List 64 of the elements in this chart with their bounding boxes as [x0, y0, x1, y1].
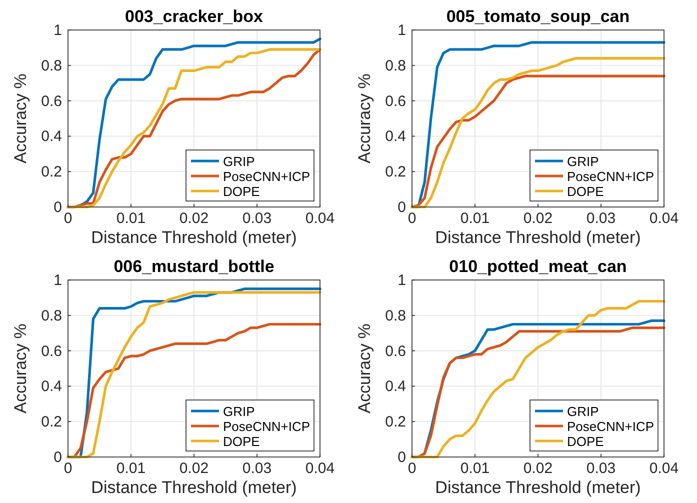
- legend-label: GRIP: [567, 404, 599, 419]
- legend-label: PoseCNN+ICP: [567, 419, 654, 434]
- x-tick-label: 0.04: [305, 210, 335, 227]
- x-tick-label: 0.01: [460, 460, 490, 477]
- y-tick-label: 0: [54, 199, 62, 216]
- y-tick-label: 0.4: [41, 128, 62, 146]
- x-tick-label: 0.02: [523, 460, 553, 477]
- chart-title: 005_tomato_soup_can: [446, 7, 630, 26]
- x-tick-label: 0.04: [649, 210, 679, 227]
- legend-label: PoseCNN+ICP: [223, 419, 310, 434]
- y-tick-label: 1: [54, 22, 62, 39]
- y-tick-label: 0.6: [41, 342, 62, 360]
- x-tick-label: 0.03: [586, 210, 616, 227]
- chart-title: 003_cracker_box: [124, 7, 264, 26]
- y-tick-label: 0: [398, 449, 406, 466]
- y-axis-title: Accuracy %: [11, 324, 30, 414]
- y-tick-label: 0.6: [385, 342, 406, 360]
- y-tick-label: 0.4: [385, 378, 406, 396]
- legend-label: DOPE: [223, 434, 260, 449]
- x-tick-label: 0.04: [649, 460, 679, 477]
- x-tick-label: 0.01: [116, 460, 146, 477]
- y-tick-label: 0.8: [385, 307, 406, 324]
- y-tick-label: 0.4: [385, 128, 406, 146]
- y-tick-label: 1: [398, 272, 406, 289]
- chart-title: 006_mustard_bottle: [114, 257, 274, 276]
- x-tick-label: 0.02: [179, 460, 209, 477]
- y-tick-label: 0.8: [41, 307, 62, 324]
- y-tick-label: 1: [398, 22, 406, 39]
- y-tick-label: 0.2: [385, 164, 406, 181]
- legend-label: GRIP: [223, 404, 255, 419]
- x-tick-label: 0.01: [116, 210, 146, 227]
- y-axis-title: Accuracy %: [355, 324, 374, 414]
- legend-label: DOPE: [223, 184, 260, 199]
- x-tick-label: 0.03: [242, 460, 272, 477]
- x-tick-label: 0.03: [586, 460, 616, 477]
- x-tick-label: 0.01: [460, 210, 490, 227]
- x-axis-title: Distance Threshold (meter): [91, 228, 297, 247]
- y-tick-label: 0.2: [41, 164, 62, 181]
- legend-label: PoseCNN+ICP: [223, 169, 310, 184]
- x-axis-title: Distance Threshold (meter): [435, 478, 641, 497]
- y-tick-label: 0.6: [385, 92, 406, 110]
- legend-label: GRIP: [223, 154, 255, 169]
- y-tick-label: 0.8: [385, 57, 406, 74]
- y-tick-label: 1: [54, 272, 62, 289]
- x-axis-title: Distance Threshold (meter): [91, 478, 297, 497]
- legend-label: PoseCNN+ICP: [567, 169, 654, 184]
- x-axis-title: Distance Threshold (meter): [435, 228, 641, 247]
- x-tick-label: 0.04: [305, 460, 335, 477]
- legend-label: DOPE: [567, 434, 604, 449]
- y-tick-label: 0.2: [41, 414, 62, 431]
- y-axis-title: Accuracy %: [355, 74, 374, 164]
- x-tick-label: 0.02: [523, 210, 553, 227]
- x-tick-label: 0.02: [179, 210, 209, 227]
- y-tick-label: 0: [398, 199, 406, 216]
- chart-title: 010_potted_meat_can: [449, 257, 627, 276]
- y-tick-label: 0.4: [41, 378, 62, 396]
- y-tick-label: 0: [54, 449, 62, 466]
- legend-label: GRIP: [567, 154, 599, 169]
- y-tick-label: 0.6: [41, 92, 62, 110]
- y-axis-title: Accuracy %: [11, 74, 30, 164]
- y-tick-label: 0.2: [385, 414, 406, 431]
- x-tick-label: 0.03: [242, 210, 272, 227]
- legend-label: DOPE: [567, 184, 604, 199]
- y-tick-label: 0.8: [41, 57, 62, 74]
